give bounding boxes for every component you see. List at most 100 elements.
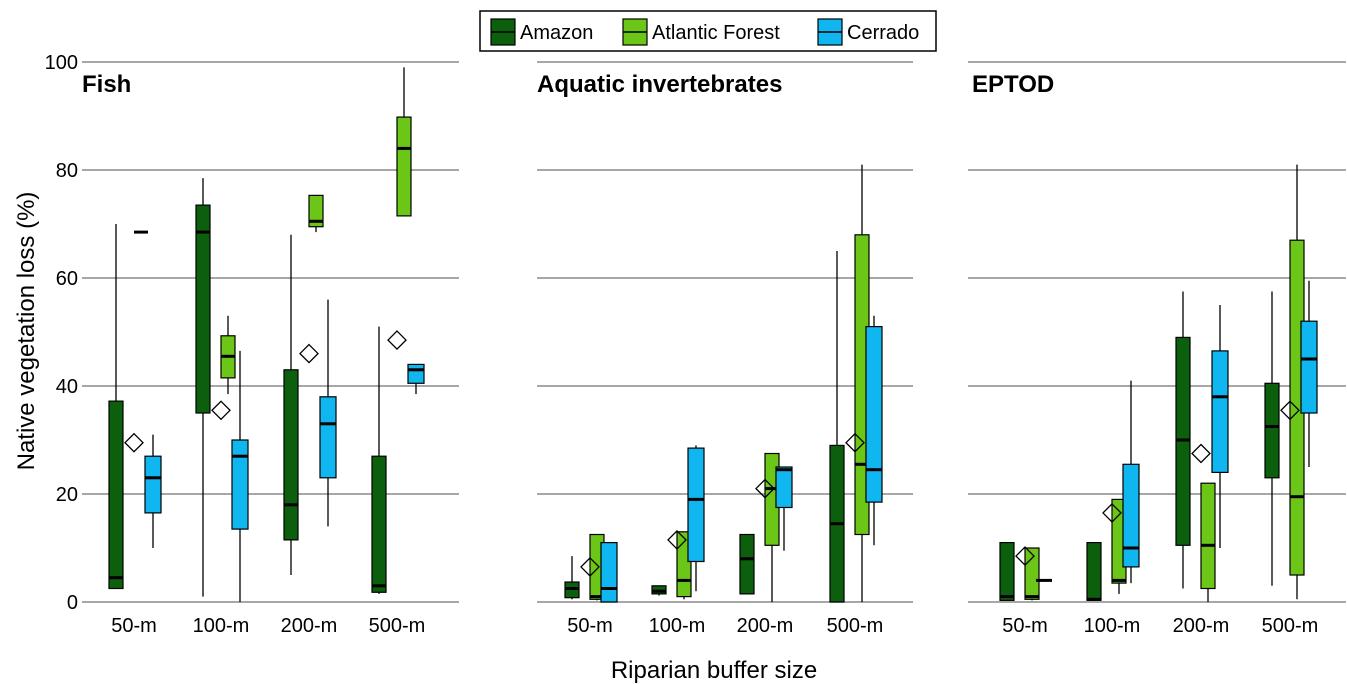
box [1211,350,1229,473]
box [1024,547,1040,600]
mean-diamond [667,529,687,550]
box [319,396,337,479]
box [1300,320,1318,414]
box [144,455,162,514]
box-cerrado [1300,280,1318,467]
y-tick-label: 0 [67,592,78,614]
box-amazon [829,251,845,603]
box-amazon [283,234,299,575]
x-tick-label: 100-m [649,615,706,637]
mean-diamond [845,432,865,453]
box-amazon [999,541,1015,601]
legend-frame [479,10,937,52]
group-50-m: 50-m [564,533,618,637]
x-axis-title: Riparian buffer size [611,657,817,684]
mean-diamond [755,478,775,499]
panel-2: EPTOD 50-m 100-m 200-m 500-m [972,71,1318,637]
y-tick-label: 100 [45,52,78,74]
x-tick-label: 200-m [281,615,338,637]
mean-diamond [580,556,600,577]
box-atlantic-forest [1024,547,1040,601]
mean-diamond [211,400,231,421]
box-amazon [564,556,580,600]
group-50-m: 50-m [999,541,1052,637]
x-tick-label: 500-m [1262,615,1319,637]
box [1264,382,1280,479]
box-cerrado [407,363,425,395]
legend-entry: Atlantic Forest [622,18,780,46]
panel-title: Aquatic invertebrates [537,71,782,98]
box-amazon [1264,291,1280,586]
box-cerrado [600,541,618,603]
box-amazon [1086,541,1102,601]
box [407,363,425,384]
x-tick-label: 50-m [1002,615,1048,637]
box-cerrado [865,315,883,546]
legend: Amazon Atlantic Forest Cerrado [479,10,937,52]
y-tick-label: 60 [56,268,78,290]
mean-diamond [387,330,407,351]
box [283,369,299,541]
x-tick-label: 500-m [369,615,426,637]
mean-diamond [299,343,319,364]
box [600,541,618,603]
box-atlantic-forest [308,194,324,233]
mean-diamond [124,432,144,453]
group-200-m: 200-m [281,194,338,637]
group-500-m: 500-m [1262,164,1319,637]
y-tick-label: 40 [56,376,78,398]
box-atlantic-forest [220,315,236,395]
box-amazon [371,326,387,594]
y-tick-label: 80 [56,160,78,182]
box [1200,482,1216,590]
legend-entry: Amazon [490,18,593,46]
box-amazon [195,178,211,597]
group-200-m: 200-m [1173,291,1230,637]
group-100-m: 100-m [1084,380,1141,637]
box-cerrado [687,445,705,592]
group-100-m: 100-m [649,445,706,637]
box [865,326,883,503]
panel-title: Fish [82,71,131,98]
group-100-m: 100-m [193,178,250,637]
box [231,439,249,530]
box [108,400,124,590]
x-tick-label: 50-m [567,615,613,637]
y-tick-label: 20 [56,484,78,506]
mean-diamond [1280,400,1300,421]
box-amazon [1175,291,1191,589]
box-amazon [739,533,755,595]
mean-diamond [1191,443,1211,464]
gridlines [82,61,1346,603]
box [371,455,387,593]
mean-diamond [1102,502,1122,523]
box-atlantic-forest [396,67,412,217]
x-tick-label: 200-m [1173,615,1230,637]
box-cerrado [1211,305,1229,548]
box [1086,541,1102,601]
group-50-m: 50-m [108,224,162,637]
box [195,204,211,414]
legend-label: Atlantic Forest [652,22,780,44]
box [396,116,412,217]
box [1122,463,1140,568]
box-cerrado [319,299,337,527]
legend-entry: Cerrado [817,18,919,46]
x-tick-label: 500-m [827,615,884,637]
box-cerrado [775,466,793,551]
x-tick-label: 200-m [737,615,794,637]
panel-1: Aquatic invertebrates 50-m 100-m 200-m 500-m [537,71,883,637]
box [999,541,1015,601]
x-tick-label: 100-m [1084,615,1141,637]
group-500-m: 500-m [827,164,884,637]
x-tick-label: 50-m [111,615,157,637]
group-200-m: 200-m [737,452,794,637]
group-500-m: 500-m [369,67,426,637]
box [308,194,324,228]
box-atlantic-forest [1200,482,1216,602]
x-tick-label: 100-m [193,615,250,637]
mean-diamond [1015,546,1035,567]
box-cerrado [1122,380,1140,584]
